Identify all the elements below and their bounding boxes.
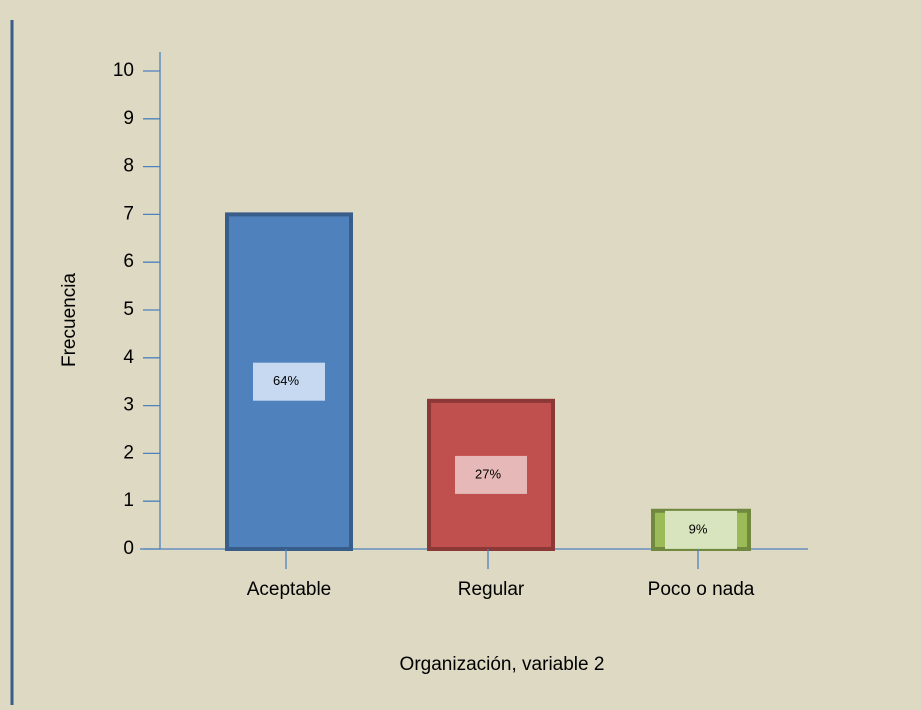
x-tick-label: Regular bbox=[458, 579, 525, 600]
y-tick-label: 3 bbox=[123, 395, 134, 416]
y-tick-label: 5 bbox=[123, 299, 134, 320]
data-label-box bbox=[253, 362, 325, 401]
y-tick-label: 1 bbox=[123, 490, 134, 511]
data-label: 9% bbox=[689, 521, 708, 536]
y-tick-label: 10 bbox=[113, 60, 134, 81]
y-tick-label: 0 bbox=[123, 538, 134, 559]
data-label: 64% bbox=[273, 373, 299, 388]
data-label-box bbox=[455, 455, 527, 494]
x-axis-label: Organización, variable 2 bbox=[400, 654, 605, 675]
x-tick-label: Aceptable bbox=[247, 579, 332, 600]
data-label-box bbox=[665, 510, 737, 549]
x-tick-label: Poco o nada bbox=[648, 579, 755, 600]
y-tick-label: 2 bbox=[123, 442, 134, 463]
y-tick-label: 8 bbox=[123, 156, 134, 177]
y-axis-label: Frecuencia bbox=[59, 273, 80, 367]
data-label: 27% bbox=[475, 466, 501, 481]
y-tick-label: 4 bbox=[123, 347, 134, 368]
y-tick-label: 9 bbox=[123, 108, 134, 129]
y-tick-label: 6 bbox=[123, 251, 134, 272]
y-tick-label: 7 bbox=[123, 203, 134, 224]
